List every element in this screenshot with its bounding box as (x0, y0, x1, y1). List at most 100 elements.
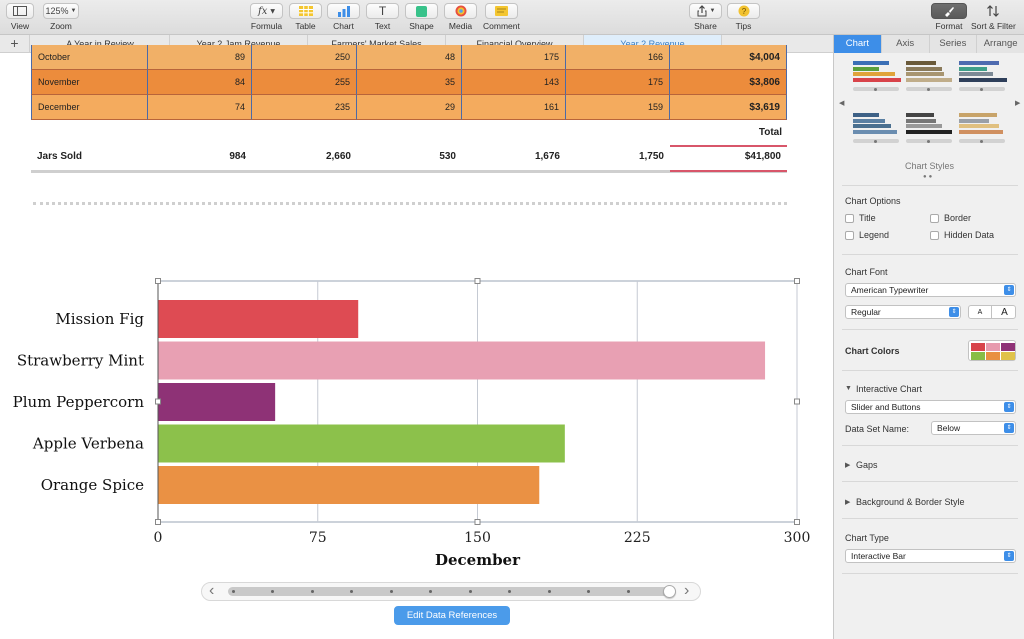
table-cell[interactable]: 74 (148, 95, 252, 120)
chart-button[interactable]: Chart (327, 3, 360, 31)
slider-next-button[interactable]: › (684, 582, 690, 599)
table-cell[interactable]: 175 (462, 45, 566, 70)
slider-step-dot[interactable] (350, 590, 354, 593)
tab-chart[interactable]: Chart (834, 35, 882, 53)
table-cell[interactable]: 29 (357, 95, 462, 120)
edit-data-references-button[interactable]: Edit Data References (394, 606, 510, 625)
slider-step-dot[interactable] (232, 590, 235, 593)
tab-year-2-jam-revenue[interactable]: Year 2 Jam Revenue (170, 35, 308, 53)
disclosure-closed-icon[interactable]: ▶ (845, 462, 851, 469)
decrease-font-button[interactable]: A (969, 306, 992, 319)
tab-a-year-in-review[interactable]: A Year in Review (31, 35, 170, 53)
legend-checkbox[interactable] (845, 231, 854, 240)
slider-step-dot[interactable] (429, 590, 433, 593)
chart-style-thumbnail[interactable] (853, 113, 901, 149)
chart-style-thumbnail[interactable] (853, 61, 901, 97)
slider-step-dot[interactable] (389, 590, 393, 593)
share-button[interactable]: ▼ Share (689, 3, 722, 31)
footer-cell[interactable]: 2,660 (325, 151, 351, 162)
footer-total[interactable]: $41,800 (744, 151, 781, 162)
disclosure-closed-icon[interactable]: ▶ (845, 499, 851, 506)
footer-cell[interactable]: 1,750 (638, 151, 664, 162)
table-cell[interactable]: 250 (252, 45, 357, 70)
table-cell[interactable]: 84 (148, 70, 252, 95)
chart-style-thumbnail[interactable] (906, 61, 954, 97)
table-cell[interactable]: 175 (566, 70, 670, 95)
table-cell[interactable]: 48 (357, 45, 462, 70)
add-sheet-button[interactable]: + (0, 35, 30, 53)
media-button[interactable]: Media (444, 3, 477, 31)
table-cell[interactable]: 35 (357, 70, 462, 95)
table-button[interactable]: Table (289, 3, 322, 31)
footer-cell[interactable]: 1,676 (534, 151, 560, 162)
slider-step-dot[interactable] (547, 590, 551, 593)
formula-glyph: fx (258, 5, 268, 17)
shape-button[interactable]: Shape (405, 3, 438, 31)
table-cell[interactable]: 143 (462, 70, 566, 95)
tab-farmers-market-sales[interactable]: Farmers' Market Sales (308, 35, 446, 53)
tips-button[interactable]: ? Tips (727, 3, 760, 31)
revenue-table: October 89 250 48 175 166 $4,004 November 84 255 3… (0, 45, 833, 183)
view-button[interactable]: View (6, 3, 34, 31)
category-label: Orange Spice (41, 476, 144, 494)
footer-cell[interactable]: 984 (229, 151, 246, 162)
table-cell[interactable]: 166 (566, 45, 670, 70)
table-cell[interactable]: 161 (462, 95, 566, 120)
footer-label[interactable]: Jars Sold (37, 151, 83, 162)
title-option-label: Title (859, 213, 876, 223)
hidden-data-checkbox[interactable] (930, 231, 939, 240)
chart-style-thumbnail[interactable] (906, 113, 954, 149)
slider-step-dot[interactable] (310, 590, 314, 593)
category-label: Apple Verbena (32, 435, 144, 453)
chart-colors-well[interactable] (968, 340, 1016, 361)
title-checkbox[interactable] (845, 214, 854, 223)
border-checkbox[interactable] (930, 214, 939, 223)
row-label[interactable]: November (31, 70, 148, 95)
styles-next-arrow[interactable]: ▶ (1015, 100, 1021, 107)
slider-knob[interactable] (663, 585, 676, 598)
chart-style-thumbnail[interactable] (959, 61, 1007, 97)
background-border-label[interactable]: Background & Border Style (856, 497, 965, 507)
slider-step-dot[interactable] (508, 590, 512, 593)
chart-type-popup[interactable]: Interactive Bar ⇕ (845, 549, 1016, 563)
tab-financial-overview[interactable]: Financial Overview (446, 35, 584, 53)
chart-style-thumbnail[interactable] (959, 113, 1007, 149)
row-label[interactable]: October (31, 45, 148, 70)
disclosure-open-icon[interactable]: ▼ (845, 385, 852, 392)
styles-prev-arrow[interactable]: ◀ (839, 100, 845, 107)
slider-step-dot[interactable] (587, 590, 591, 593)
interactive-mode-popup[interactable]: Slider and Buttons ⇕ (845, 400, 1016, 414)
gaps-label[interactable]: Gaps (856, 460, 878, 470)
sort-filter-button[interactable]: Sort & Filter (971, 3, 1016, 31)
x-tick-label: 225 (624, 530, 651, 546)
comment-button[interactable]: Comment (483, 3, 520, 31)
interactive-bar-chart[interactable]: 0 75 150 225 300 Mission Fig Strawberry Mint Pl… (0, 270, 833, 580)
formula-button[interactable]: fx ▼ Formula (250, 3, 283, 31)
slider-step-dot[interactable] (626, 590, 630, 593)
table-cell[interactable]: 159 (566, 95, 670, 120)
slider-step-dot[interactable] (468, 590, 472, 593)
tab-arrange[interactable]: Arrange (977, 35, 1024, 53)
row-total[interactable]: $3,619 (670, 95, 787, 120)
table-cell[interactable]: 235 (252, 95, 357, 120)
slider-prev-button[interactable]: ‹ (209, 582, 215, 599)
footer-cell[interactable]: 530 (439, 151, 456, 162)
chart-slider[interactable]: ‹ › (201, 582, 701, 601)
tab-axis[interactable]: Axis (881, 35, 930, 53)
tab-series[interactable]: Series (929, 35, 978, 53)
font-name-popup[interactable]: American Typewriter ⇕ (845, 283, 1016, 297)
font-style-popup[interactable]: Regular ⇕ (845, 305, 961, 319)
row-total[interactable]: $3,806 (670, 70, 787, 95)
table-cell[interactable]: 89 (148, 45, 252, 70)
table-cell[interactable]: 255 (252, 70, 357, 95)
format-button[interactable]: Format (931, 3, 967, 31)
slider-track[interactable] (228, 585, 676, 598)
data-set-name-popup[interactable]: Below ⇕ (931, 421, 1016, 435)
slider-step-dot[interactable] (271, 590, 275, 593)
zoom-menu[interactable]: 125% ▼ (43, 3, 79, 19)
row-label[interactable]: December (31, 95, 148, 120)
increase-font-button[interactable]: A (1001, 307, 1008, 318)
row-total[interactable]: $4,004 (670, 45, 787, 70)
zoom-button[interactable]: 125% ▼ Zoom (43, 3, 79, 31)
text-button[interactable]: T Text (366, 3, 399, 31)
